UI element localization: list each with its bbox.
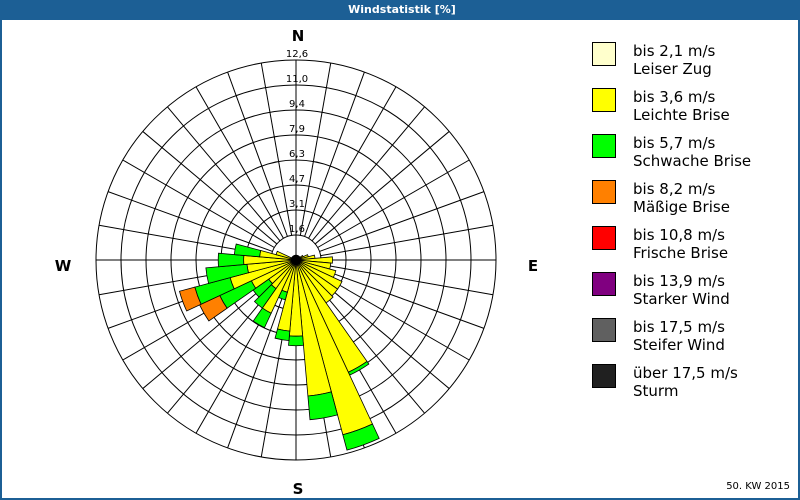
- wind-sector-segment: [342, 423, 380, 451]
- legend-label: Sturm: [633, 382, 679, 400]
- legend-range: bis 17,5 m/s: [633, 318, 725, 336]
- legend-item: bis 8,2 m/s Mäßige Brise: [592, 180, 792, 226]
- legend-range: über 17,5 m/s: [633, 364, 738, 382]
- legend-range: bis 13,9 m/s: [633, 272, 725, 290]
- legend-swatch: [592, 226, 616, 250]
- direction-west: W: [55, 257, 72, 275]
- wind-sector-segment: [252, 307, 272, 329]
- legend-label: Steifer Wind: [633, 336, 725, 354]
- window-title: Windstatistik [%]: [2, 0, 800, 20]
- wind-sector-segment: [307, 391, 338, 421]
- legend-item: bis 5,7 m/s Schwache Brise: [592, 134, 792, 180]
- legend-label: Mäßige Brise: [633, 198, 730, 216]
- legend-label: Leichte Brise: [633, 106, 730, 124]
- direction-north: N: [292, 27, 305, 45]
- legend-item: bis 3,6 m/s Leichte Brise: [592, 88, 792, 134]
- wind-sector-segment: [217, 252, 245, 268]
- wind-sector-segment: [275, 250, 293, 260]
- wind-rose-chart: 1,6 3,1 4,7 6,3 7,9 9,4 11,0 12,6 N E S W: [55, 27, 538, 498]
- radial-tick-label: 7,9: [289, 124, 305, 135]
- wind-sector-segment: [288, 335, 304, 347]
- wind-sector-segment: [233, 243, 262, 258]
- radial-tick-labels: 1,6 3,1 4,7 6,3 7,9 9,4 11,0 12,6: [286, 49, 308, 235]
- radial-tick-label: 11,0: [286, 74, 308, 85]
- radial-tick-label: 4,7: [289, 174, 305, 185]
- legend-item: bis 13,9 m/s Starker Wind: [592, 272, 792, 318]
- legend-item: über 17,5 m/s Sturm: [592, 364, 792, 410]
- wind-sector-segment: [178, 286, 202, 312]
- radial-tick-label: 3,1: [289, 199, 305, 210]
- radial-tick-label: 1,6: [289, 224, 305, 235]
- legend-item: bis 2,1 m/s Leiser Zug: [592, 42, 792, 88]
- legend-range: bis 8,2 m/s: [633, 180, 716, 198]
- legend-range: bis 10,8 m/s: [633, 226, 725, 244]
- legend-swatch: [592, 88, 616, 112]
- legend-label: Schwache Brise: [633, 152, 752, 170]
- legend-swatch: [592, 318, 616, 342]
- wind-sector-segment: [253, 284, 277, 309]
- legend-range: bis 5,7 m/s: [633, 134, 716, 152]
- wind-sector-segment: [300, 256, 333, 264]
- legend-item: bis 10,8 m/s Frische Brise: [592, 226, 792, 272]
- legend-label: Starker Wind: [633, 290, 730, 308]
- direction-east: E: [528, 257, 538, 275]
- legend-range: bis 2,1 m/s: [633, 42, 716, 60]
- legend-label: Frische Brise: [633, 244, 729, 262]
- legend-swatch: [592, 180, 616, 204]
- legend-label: Leiser Zug: [633, 60, 712, 78]
- radial-tick-label: 9,4: [289, 99, 305, 110]
- wind-sectors: [178, 243, 380, 451]
- legend-item: bis 17,5 m/s Steifer Wind: [592, 318, 792, 364]
- legend-range: bis 3,6 m/s: [633, 88, 716, 106]
- period-label: 50. KW 2015: [726, 481, 790, 492]
- legend-swatch: [592, 134, 616, 158]
- direction-south: S: [293, 480, 304, 498]
- legend-swatch: [592, 42, 616, 66]
- legend-swatch: [592, 272, 616, 296]
- legend-swatch: [592, 364, 616, 388]
- radial-tick-label: 12,6: [286, 49, 308, 60]
- wind-sector-segment: [274, 328, 291, 342]
- wind-sector-segment: [205, 263, 249, 284]
- radial-tick-label: 6,3: [289, 149, 305, 160]
